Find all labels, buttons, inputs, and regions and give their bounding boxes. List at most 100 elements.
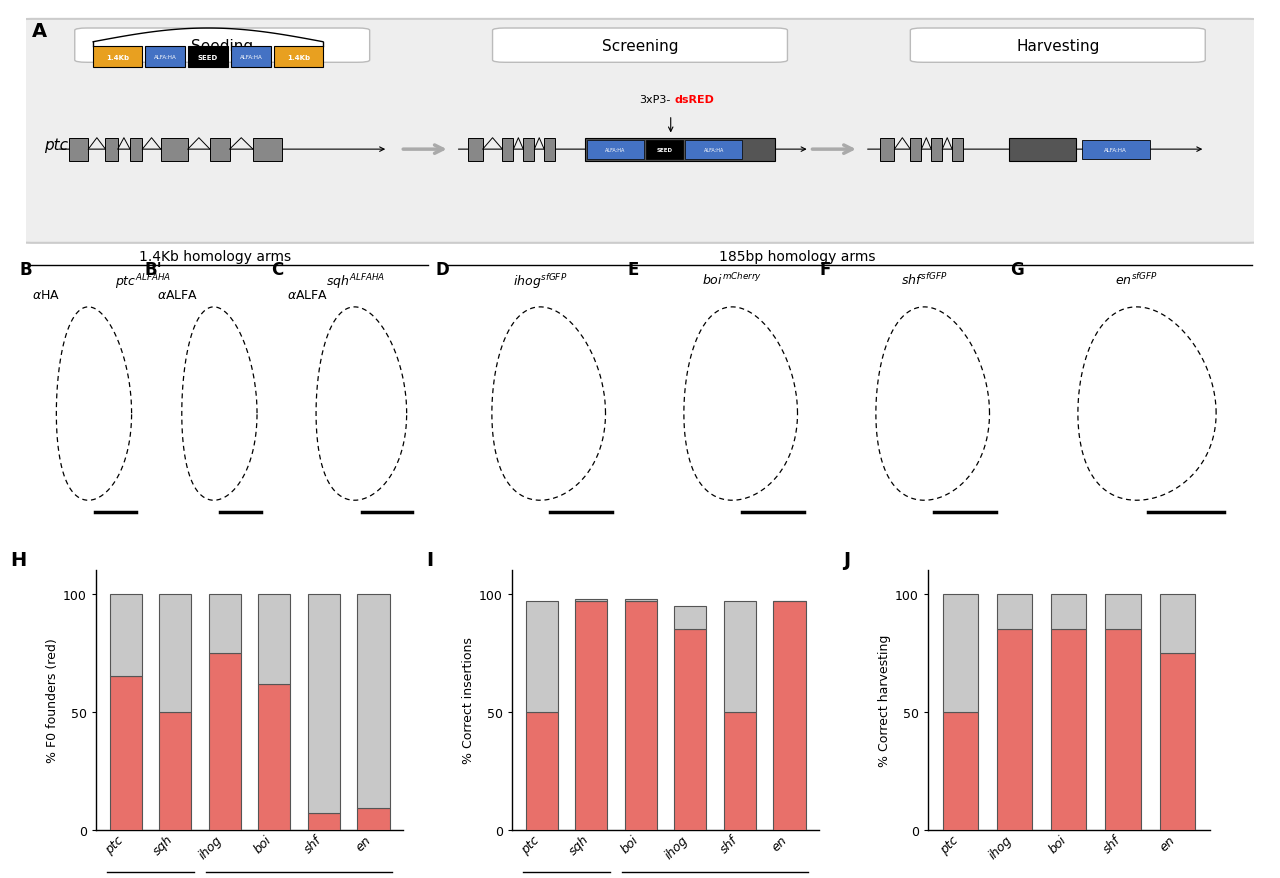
Text: 1.4Kb: 1.4Kb (106, 54, 129, 61)
Bar (131, 139, 142, 162)
Text: dsRED: dsRED (675, 95, 714, 104)
FancyBboxPatch shape (493, 29, 787, 63)
Bar (161, 139, 188, 162)
Bar (307, 813, 340, 830)
Text: 3xP3-: 3xP3- (639, 95, 671, 104)
Text: $\alpha$ALFA: $\alpha$ALFA (287, 288, 328, 301)
Y-axis label: % F0 founders (red): % F0 founders (red) (46, 638, 59, 762)
Bar (210, 139, 229, 162)
Bar (1083, 140, 1149, 160)
Bar (932, 139, 942, 162)
Text: H: H (10, 550, 26, 569)
Text: $\alpha$HA: $\alpha$HA (32, 288, 60, 301)
Bar (575, 599, 608, 601)
Y-axis label: % Correct insertions: % Correct insertions (462, 637, 475, 764)
Text: 1.4Kb homology arms: 1.4Kb homology arms (140, 249, 291, 263)
Text: D: D (436, 261, 449, 278)
Bar (723, 712, 756, 830)
Bar (110, 677, 142, 830)
Text: C: C (271, 261, 284, 278)
Text: Seeding: Seeding (191, 39, 253, 54)
Bar (105, 139, 118, 162)
Text: $ptc^{ALFAHA}$: $ptc^{ALFAHA}$ (115, 272, 172, 291)
Bar (526, 712, 558, 830)
Bar (1106, 594, 1140, 630)
Bar (952, 139, 963, 162)
Bar (1160, 594, 1194, 653)
Bar (723, 601, 756, 712)
FancyBboxPatch shape (910, 29, 1206, 63)
Text: ALFA:HA: ALFA:HA (704, 148, 724, 153)
Bar (910, 139, 922, 162)
Bar (524, 139, 534, 162)
Text: $\alpha$ALFA: $\alpha$ALFA (157, 288, 198, 301)
Bar (588, 140, 644, 160)
Text: ptc: ptc (44, 138, 68, 153)
Bar (1106, 630, 1140, 830)
Text: B: B (19, 261, 32, 278)
Bar (145, 47, 186, 68)
Bar (1051, 630, 1087, 830)
Bar (253, 139, 283, 162)
Text: $shf^{sfGFP}$: $shf^{sfGFP}$ (901, 272, 947, 288)
Bar (943, 594, 978, 712)
Bar (69, 139, 88, 162)
Bar (259, 594, 291, 684)
Bar (997, 594, 1032, 630)
Text: I: I (426, 550, 433, 569)
Bar (274, 47, 323, 68)
Text: ALFA:HA: ALFA:HA (154, 55, 177, 60)
Text: $sqh^{ALFAHA}$: $sqh^{ALFAHA}$ (326, 272, 385, 291)
Text: B': B' (145, 261, 163, 278)
Bar (585, 139, 776, 162)
Bar (625, 601, 657, 830)
Text: E: E (628, 261, 639, 278)
Text: $boi^{mCherry}$: $boi^{mCherry}$ (703, 272, 762, 288)
Text: G: G (1010, 261, 1024, 278)
Text: J: J (844, 550, 851, 569)
Bar (526, 601, 558, 712)
Text: ALFA:HA: ALFA:HA (1105, 148, 1126, 153)
Text: Harvesting: Harvesting (1016, 39, 1100, 54)
Bar (997, 630, 1032, 830)
Bar (625, 599, 657, 601)
Bar (575, 601, 608, 830)
Bar (879, 139, 895, 162)
FancyBboxPatch shape (74, 29, 370, 63)
Text: ALFA:HA: ALFA:HA (605, 148, 626, 153)
Bar (773, 601, 805, 830)
Bar (209, 653, 241, 830)
Bar (259, 684, 291, 830)
Text: 1.4Kb: 1.4Kb (287, 54, 310, 61)
Bar (230, 47, 271, 68)
Bar (1160, 653, 1194, 830)
Text: 185bp homology arms: 185bp homology arms (719, 249, 876, 263)
Text: $en^{sfGFP}$: $en^{sfGFP}$ (1115, 272, 1158, 288)
Text: F: F (820, 261, 831, 278)
Bar (686, 140, 742, 160)
Text: A: A (32, 22, 47, 41)
Text: $ihog^{sfGFP}$: $ihog^{sfGFP}$ (513, 272, 567, 291)
Bar (675, 630, 707, 830)
Bar (544, 139, 556, 162)
Bar (502, 139, 513, 162)
FancyBboxPatch shape (19, 20, 1261, 243)
Bar (675, 606, 707, 630)
Bar (209, 594, 241, 653)
Bar (468, 139, 483, 162)
Text: Screening: Screening (602, 39, 678, 54)
Bar (1009, 139, 1076, 162)
Bar (357, 594, 389, 809)
Bar (93, 47, 142, 68)
Bar (943, 712, 978, 830)
Bar (159, 594, 192, 712)
Bar (1051, 594, 1087, 630)
Bar (357, 809, 389, 830)
Text: SEED: SEED (198, 54, 218, 61)
Text: ALFA:HA: ALFA:HA (239, 55, 262, 60)
Bar (646, 140, 684, 160)
Bar (110, 594, 142, 677)
Bar (307, 594, 340, 813)
Bar (159, 712, 192, 830)
Text: SEED: SEED (657, 148, 672, 153)
